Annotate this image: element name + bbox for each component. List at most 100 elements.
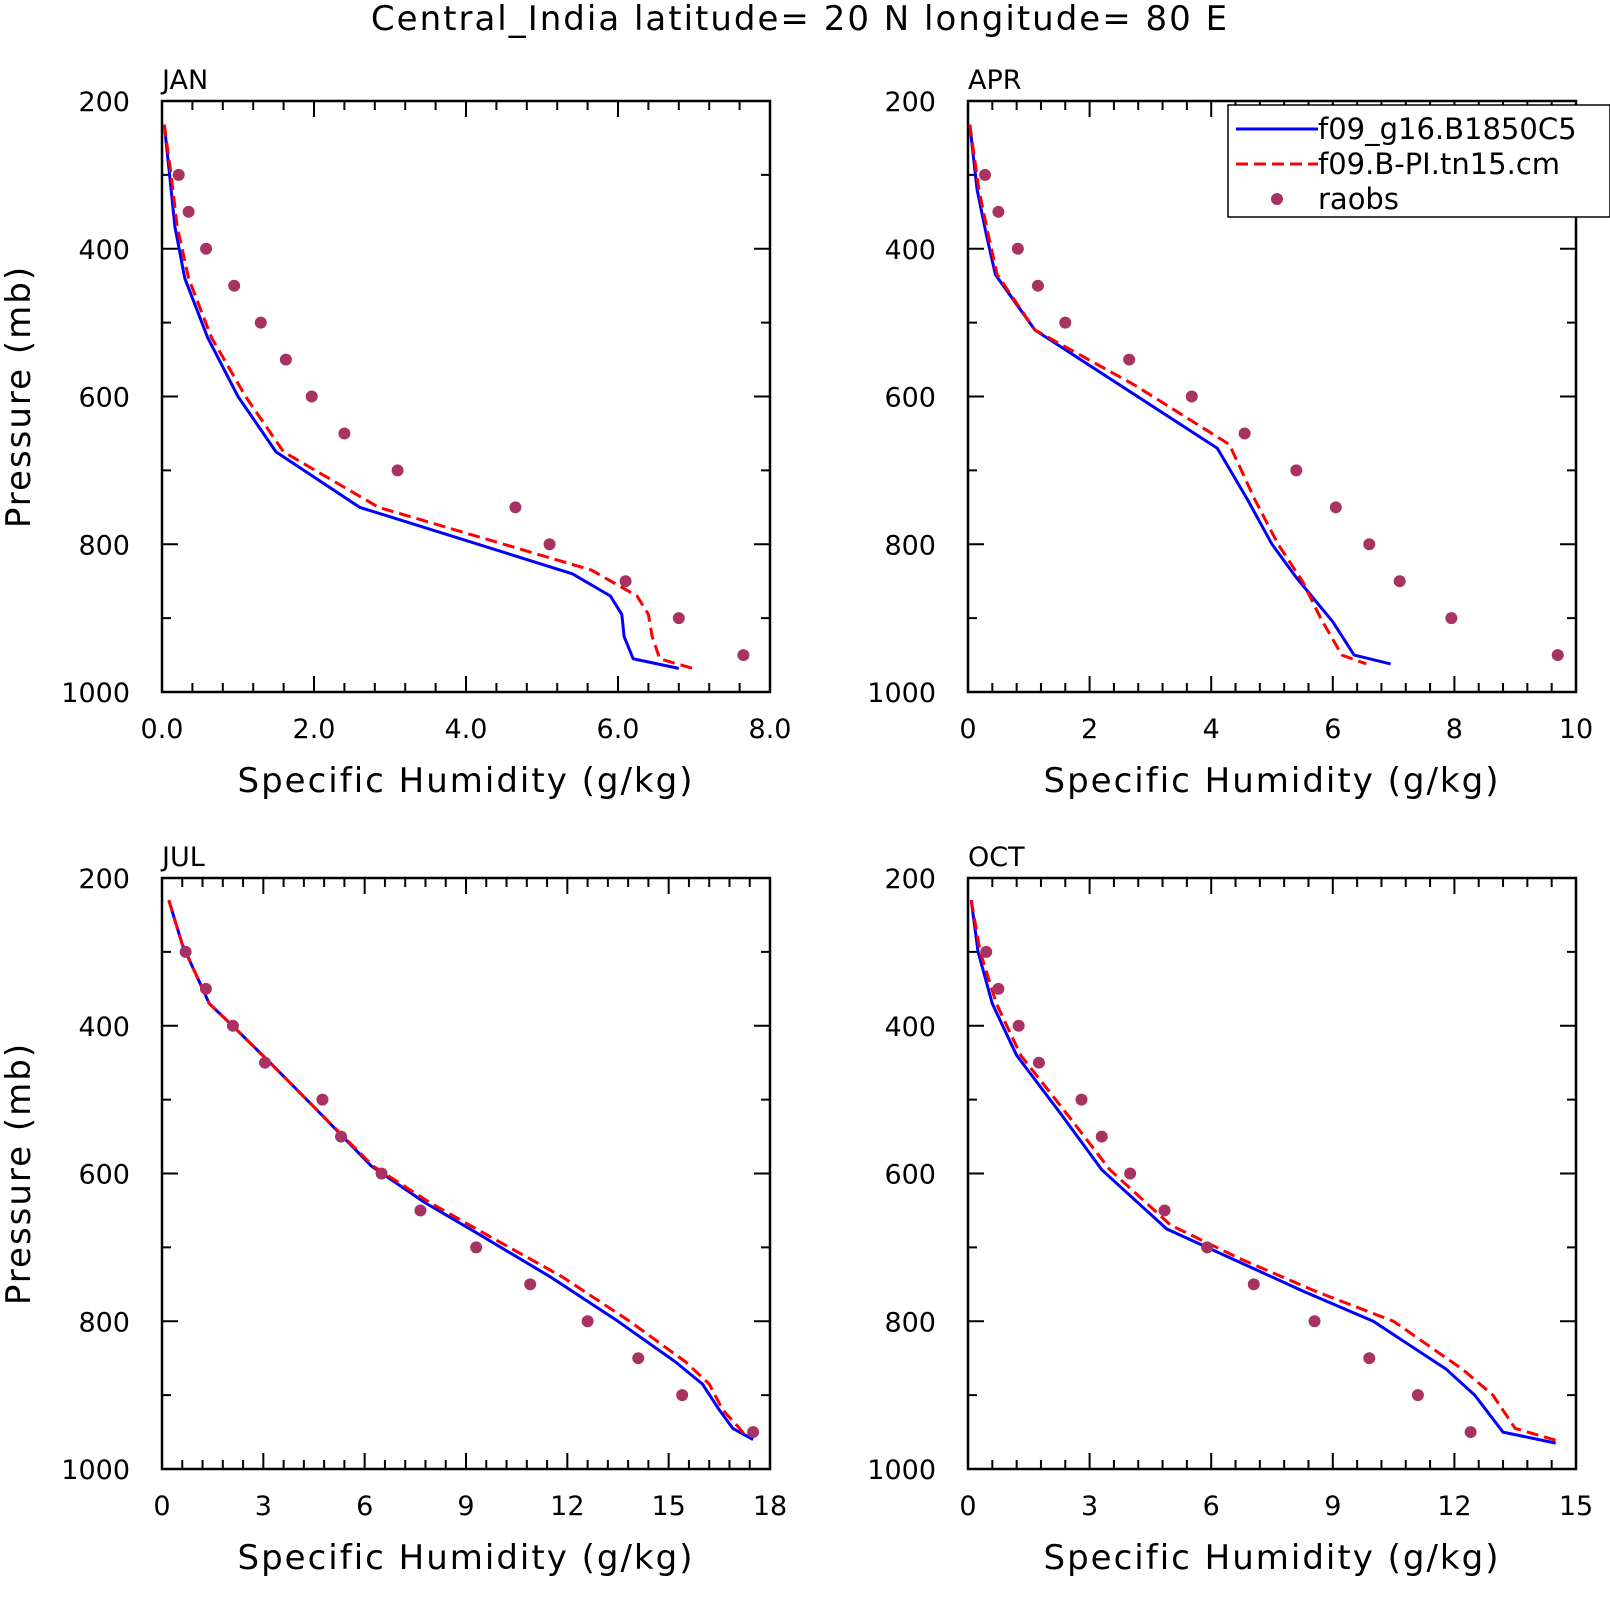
legend-label-raobs: raobs (1318, 182, 1399, 216)
plot-frame (160, 876, 772, 1471)
data-point-raobs (619, 575, 632, 588)
x-tick-label: 2.0 (293, 714, 336, 745)
x-tick-label: 4.0 (445, 714, 488, 745)
x-tick-label: 18 (753, 1491, 787, 1522)
x-tick-label: 8 (1446, 714, 1463, 745)
y-tick-label: 800 (78, 530, 130, 561)
series-line-model2 (167, 899, 748, 1439)
data-point-raobs (172, 168, 185, 181)
x-tick-label: 12 (1437, 1491, 1471, 1522)
x-tick-label: 0.0 (141, 714, 184, 745)
y-tick-label: 400 (78, 235, 130, 266)
y-tick-label: 200 (884, 87, 936, 118)
y-axis-title: Pressure (mb) (0, 265, 39, 528)
y-tick-label: 200 (78, 87, 130, 118)
data-point-raobs (1363, 538, 1376, 551)
panel-label: OCT (968, 842, 1025, 873)
data-point-raobs (737, 649, 750, 662)
data-point-raobs (1238, 427, 1251, 440)
data-point-raobs (254, 316, 267, 329)
data-point-raobs (182, 205, 195, 218)
data-point-raobs (676, 1389, 689, 1402)
x-tick-label: 10 (1559, 714, 1593, 745)
x-tick-label: 0 (959, 714, 976, 745)
data-point-raobs (581, 1315, 594, 1328)
data-point-raobs (747, 1426, 760, 1439)
data-point-raobs (1012, 1019, 1025, 1032)
series-group (162, 124, 750, 670)
data-point-raobs (1032, 1056, 1045, 1069)
data-point-raobs (200, 242, 213, 255)
y-tick-label: 400 (884, 235, 936, 266)
data-point-raobs (980, 945, 993, 958)
series-group (969, 899, 1559, 1445)
x-axis-title: Specific Humidity (g/kg) (1044, 1538, 1501, 1578)
y-tick-label: 800 (884, 1307, 936, 1338)
series-line-model1 (162, 124, 680, 670)
data-point-raobs (179, 945, 192, 958)
data-point-raobs (1123, 353, 1136, 366)
x-tick-label: 6 (356, 1491, 373, 1522)
panel-label: APR (968, 65, 1022, 96)
x-tick-label: 3 (1081, 1491, 1098, 1522)
x-tick-label: 15 (651, 1491, 685, 1522)
data-point-raobs (228, 279, 241, 292)
x-tick-label: 6 (1203, 1491, 1220, 1522)
x-tick-label: 9 (1324, 1491, 1341, 1522)
data-point-raobs (335, 1130, 348, 1143)
data-point-raobs (992, 205, 1005, 218)
data-point-raobs (470, 1241, 483, 1254)
data-point-raobs (305, 390, 318, 403)
plot-frame (160, 99, 772, 694)
data-point-raobs (199, 982, 212, 995)
data-point-raobs (279, 353, 292, 366)
series-line-model1 (969, 900, 1557, 1445)
y-tick-label: 200 (78, 864, 130, 895)
legend-swatch-raobs (1271, 193, 1283, 205)
data-point-raobs (226, 1019, 239, 1032)
x-tick-label: 6 (1324, 714, 1341, 745)
panel-oct: OCT 0 3 6 9 12 15 200 400 600 800 1000 Specific Humi… (867, 842, 1593, 1578)
panel-label: JUL (160, 842, 205, 873)
data-point-raobs (979, 168, 992, 181)
y-tick-label: 1000 (61, 1455, 130, 1486)
data-point-raobs (1290, 464, 1303, 477)
x-tick-label: 3 (255, 1491, 272, 1522)
y-tick-label: 400 (78, 1012, 130, 1043)
x-tick-label: 0 (153, 1491, 170, 1522)
x-axis-title: Specific Humidity (g/kg) (238, 1538, 695, 1578)
data-point-raobs (391, 464, 404, 477)
x-tick-label: 12 (550, 1491, 584, 1522)
series-line-model1 (968, 124, 1391, 666)
x-tick-label: 4 (1203, 714, 1220, 745)
chart-title: Central_India latitude= 20 N longitude= … (371, 0, 1229, 39)
x-tick-label: 2 (1081, 714, 1098, 745)
data-point-raobs (1247, 1278, 1260, 1291)
panel-jan: JAN 0.0 2.0 4.0 6.0 8.0 200 400 600 800 1000 Specif… (0, 65, 791, 801)
data-point-raobs (632, 1352, 645, 1365)
data-point-raobs (1201, 1241, 1214, 1254)
series-group (968, 124, 1564, 666)
data-point-raobs (1464, 1426, 1477, 1439)
series-group (167, 899, 760, 1441)
series-line-model2 (162, 124, 693, 670)
y-tick-label: 800 (78, 1307, 130, 1338)
x-axis-title: Specific Humidity (g/kg) (1044, 761, 1501, 801)
data-point-raobs (316, 1093, 329, 1106)
series-line-model2 (969, 899, 1559, 1443)
data-point-raobs (1393, 575, 1406, 588)
y-tick-label: 600 (78, 383, 130, 414)
y-tick-label: 200 (884, 864, 936, 895)
x-tick-label: 9 (457, 1491, 474, 1522)
data-point-raobs (259, 1056, 272, 1069)
series-line-model1 (167, 899, 754, 1441)
data-point-raobs (1363, 1352, 1376, 1365)
data-point-raobs (1551, 649, 1564, 662)
x-tick-label: 6.0 (597, 714, 640, 745)
x-axis-title: Specific Humidity (g/kg) (238, 761, 695, 801)
y-tick-label: 1000 (867, 1455, 936, 1486)
data-point-raobs (672, 612, 685, 625)
